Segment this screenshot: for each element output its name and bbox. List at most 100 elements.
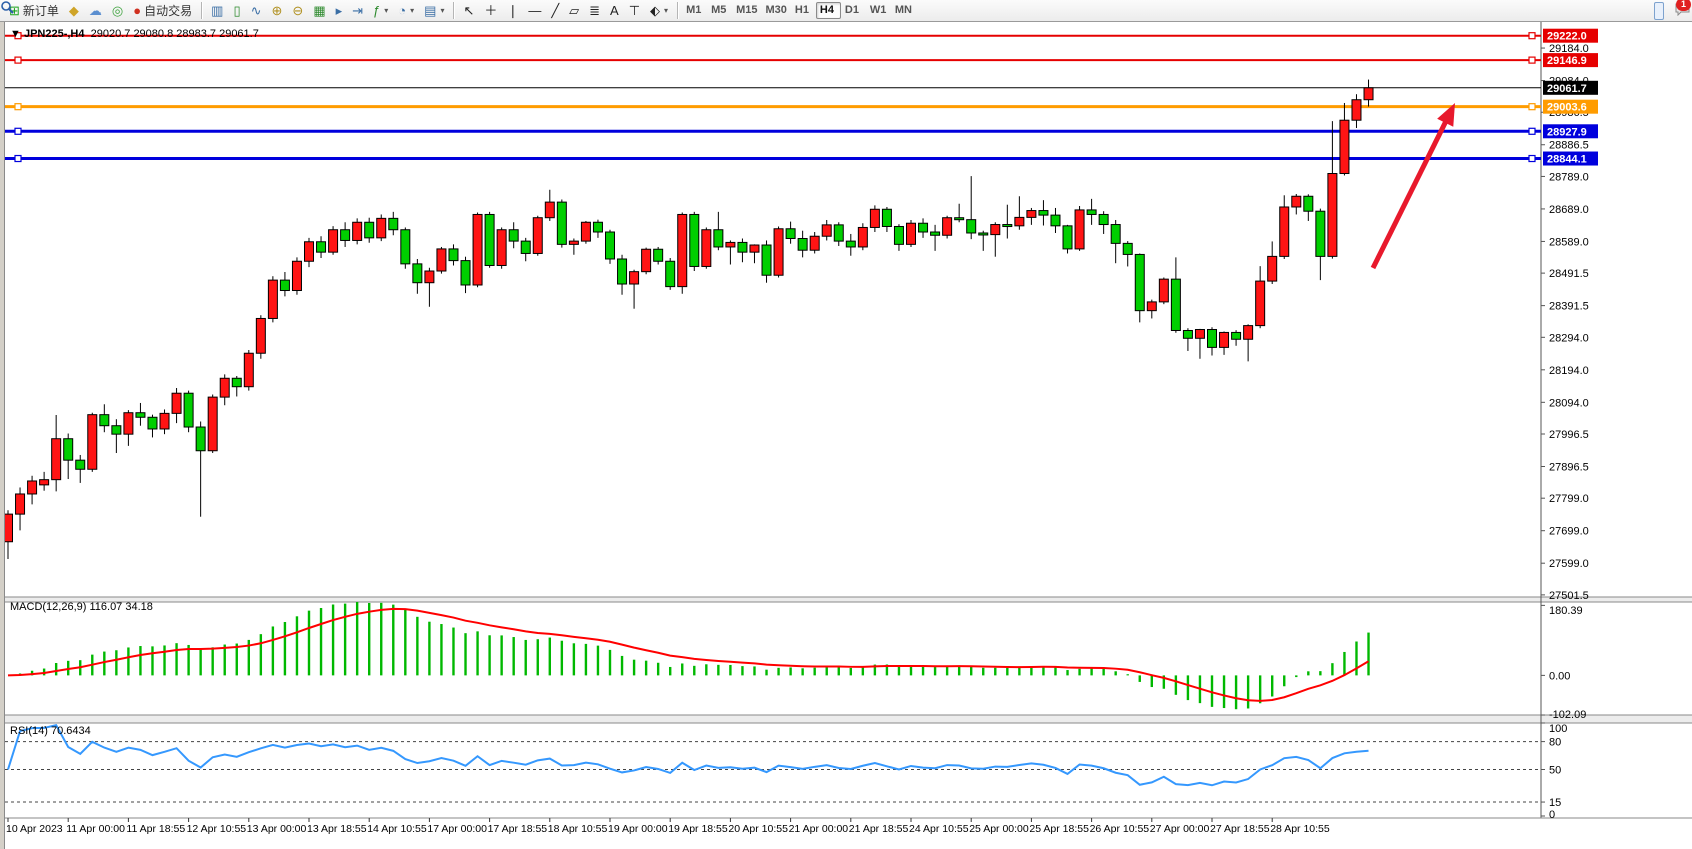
candle[interactable]	[123, 410, 134, 446]
candle[interactable]	[568, 238, 579, 255]
candle[interactable]	[159, 409, 170, 435]
candle[interactable]	[1050, 207, 1061, 233]
candle[interactable]	[1170, 257, 1181, 333]
timeframe-m15-button[interactable]: M15	[736, 4, 758, 16]
candle[interactable]	[785, 221, 796, 244]
text-icon[interactable]: A	[605, 2, 624, 20]
candle[interactable]	[171, 388, 182, 424]
candle[interactable]	[508, 222, 519, 249]
zoom-out-icon[interactable]: ⊖	[287, 2, 308, 20]
candle[interactable]	[918, 218, 929, 238]
timeframe-mn-button[interactable]: MN	[894, 4, 912, 16]
candle[interactable]	[1267, 241, 1278, 285]
templates-icon[interactable]: ▤ ▾	[419, 2, 449, 20]
line-chart-icon[interactable]: ∿	[246, 2, 267, 20]
candle[interactable]	[400, 227, 411, 269]
candlestick-chart-icon[interactable]: ▯	[228, 2, 245, 20]
chart-shift-icon[interactable]: ⇥	[347, 2, 368, 20]
candle[interactable]	[15, 487, 26, 531]
candle[interactable]	[75, 454, 86, 483]
candle[interactable]	[833, 222, 844, 246]
candle[interactable]	[893, 224, 904, 251]
candle[interactable]	[1194, 328, 1205, 359]
autotrading-button[interactable]: ● 自动交易	[128, 2, 197, 20]
symbol-dropdown-icon[interactable]: ▼	[10, 28, 21, 40]
candle[interactable]	[412, 258, 423, 294]
candle[interactable]	[1207, 327, 1217, 356]
candle[interactable]	[388, 211, 399, 236]
candle[interactable]	[39, 471, 50, 491]
candle[interactable]	[580, 220, 591, 244]
candle[interactable]	[424, 267, 435, 307]
candle[interactable]	[195, 421, 206, 517]
candle[interactable]	[653, 246, 664, 265]
candle[interactable]	[677, 212, 688, 294]
candle[interactable]	[1026, 207, 1037, 225]
fibonacci-icon[interactable]: ≣	[584, 2, 605, 20]
timeframe-w1-button[interactable]: W1	[869, 4, 887, 16]
search-icon[interactable]	[1, 1, 1664, 20]
candle[interactable]	[243, 349, 254, 391]
candle[interactable]	[147, 414, 158, 438]
candle[interactable]	[845, 233, 856, 256]
candle[interactable]	[1279, 195, 1290, 259]
candle[interactable]	[665, 258, 676, 290]
auto-scroll-icon[interactable]: ▸	[331, 2, 348, 20]
candle[interactable]	[316, 236, 327, 259]
candle[interactable]	[1014, 196, 1025, 230]
candle[interactable]	[978, 230, 989, 251]
candle[interactable]	[304, 237, 314, 268]
candle[interactable]	[701, 227, 712, 269]
chart-canvas[interactable]: 29184.029084.028986.528886.528789.028689…	[0, 22, 1692, 849]
candle[interactable]	[930, 224, 941, 251]
line-handle[interactable]	[1528, 32, 1536, 40]
market-watch-icon[interactable]: ☁	[84, 2, 107, 20]
candle[interactable]	[990, 222, 1001, 257]
candle[interactable]	[1339, 102, 1350, 176]
candle[interactable]	[1086, 198, 1097, 225]
candle[interactable]	[1038, 200, 1049, 226]
annotation-arrow-head[interactable]	[1437, 103, 1455, 127]
candle[interactable]	[207, 394, 218, 454]
candle[interactable]	[797, 230, 808, 258]
candle[interactable]	[942, 215, 953, 239]
line-handle[interactable]	[14, 127, 22, 135]
panel-splitter[interactable]	[0, 597, 1692, 602]
candle[interactable]	[328, 226, 339, 255]
candle[interactable]	[183, 390, 194, 433]
candle[interactable]	[267, 276, 278, 323]
candle[interactable]	[376, 214, 387, 242]
chart-title[interactable]: ▼ JPN225-,H4 29020.7 29080.8 28983.7 290…	[10, 28, 259, 40]
line-handle[interactable]	[1528, 154, 1536, 163]
candle[interactable]	[352, 218, 363, 245]
metaeditor-icon[interactable]: ◆	[64, 2, 84, 20]
candle[interactable]	[1158, 277, 1169, 305]
candle[interactable]	[1243, 324, 1254, 362]
candle[interactable]	[496, 227, 507, 269]
candle[interactable]	[809, 232, 820, 254]
timeframe-h1-button[interactable]: H1	[794, 4, 809, 16]
line-handle[interactable]	[1528, 103, 1536, 111]
candle[interactable]	[255, 315, 266, 359]
candle[interactable]	[966, 176, 977, 240]
candle[interactable]	[1074, 206, 1085, 251]
trendline-icon[interactable]: ╱	[546, 2, 564, 20]
candle[interactable]	[99, 404, 110, 433]
arrows-shapes-icon[interactable]: ⬖ ▾	[645, 2, 673, 20]
candle[interactable]	[111, 419, 122, 454]
candle[interactable]	[291, 257, 302, 295]
candle[interactable]	[544, 189, 555, 221]
candle[interactable]	[881, 206, 892, 233]
candle[interactable]	[641, 247, 652, 275]
candle[interactable]	[484, 211, 495, 268]
tile-windows-icon[interactable]: ▦	[308, 2, 330, 20]
candle[interactable]	[737, 238, 748, 263]
candle[interactable]	[689, 211, 700, 272]
candle[interactable]	[472, 212, 483, 288]
candle[interactable]	[520, 237, 531, 262]
candle[interactable]	[1146, 299, 1157, 319]
timeframe-m1-button[interactable]: M1	[686, 4, 702, 16]
candle[interactable]	[1062, 224, 1073, 254]
candle[interactable]	[869, 205, 880, 233]
candle[interactable]	[749, 244, 760, 264]
